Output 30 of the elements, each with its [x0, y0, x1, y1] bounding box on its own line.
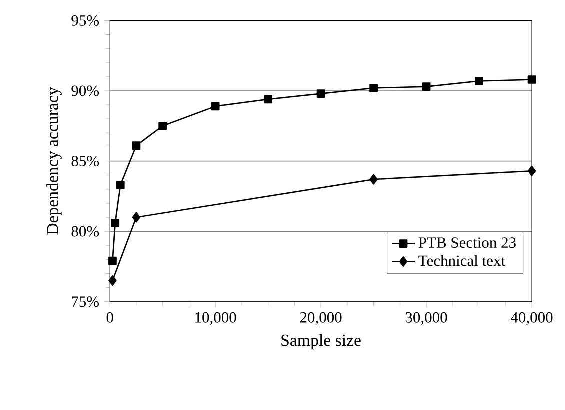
y-tick-label: 75%	[72, 296, 100, 308]
x-tick-label: 0	[106, 312, 114, 323]
point	[158, 122, 168, 130]
legend-label: Technical text	[418, 255, 506, 266]
point	[528, 166, 536, 176]
point	[132, 142, 141, 150]
point	[108, 256, 117, 266]
x-axis-title: Sample size	[282, 334, 361, 350]
y-tick-label: 90%	[72, 86, 100, 96]
point	[116, 180, 125, 190]
point	[111, 218, 120, 228]
point	[211, 102, 220, 111]
point	[316, 90, 326, 98]
x-tick-label: 40,000	[510, 312, 553, 326]
y-tick-label: 80%	[72, 226, 100, 237]
point	[475, 76, 484, 86]
legend-label: PTB Section 23	[418, 238, 516, 248]
point	[108, 276, 117, 286]
point	[264, 95, 272, 104]
y-axis-title: Dependency accuracy	[46, 87, 62, 235]
x-tick-label: 10,000	[196, 312, 236, 326]
x-tick-label: 30,000	[406, 312, 448, 326]
x-tick-label: 20,000	[300, 312, 342, 326]
point	[422, 82, 431, 91]
point	[370, 174, 378, 185]
y-tick-label: 85%	[72, 156, 100, 167]
y-tick-label: 95%	[72, 15, 100, 26]
point	[132, 212, 141, 223]
point	[528, 76, 536, 84]
point	[370, 84, 378, 92]
